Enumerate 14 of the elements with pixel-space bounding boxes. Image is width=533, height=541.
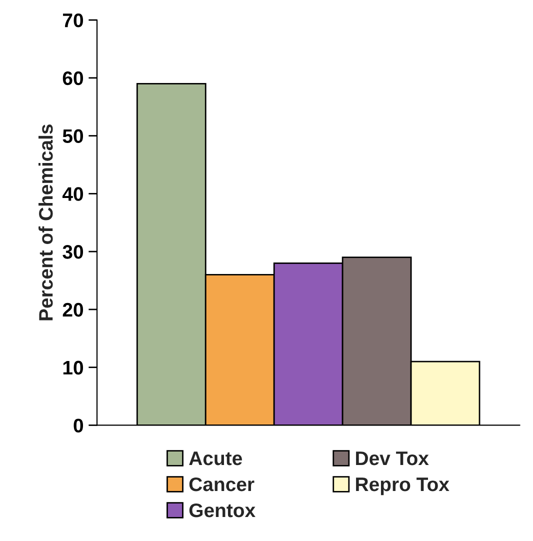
y-tick-label: 70	[63, 13, 84, 28]
legend-label: Gentox	[189, 503, 256, 518]
y-tick-label: 20	[62, 302, 84, 317]
y-tick-label: 10	[63, 360, 84, 375]
y-tick-label: 50	[62, 129, 84, 144]
legend-label: Acute	[189, 452, 242, 466]
y-tick-label: 40	[62, 187, 84, 201]
y-tick-label: 60	[62, 71, 84, 86]
y-tick-label: 0	[74, 418, 84, 432]
y-tick-label: 30	[62, 245, 84, 259]
legend-label: Repro Tox	[356, 478, 450, 496]
y-axis-title: Percent of Chemicals	[38, 124, 53, 320]
legend-label: Cancer	[189, 477, 254, 492]
legend-label: Dev Tox	[356, 452, 429, 466]
